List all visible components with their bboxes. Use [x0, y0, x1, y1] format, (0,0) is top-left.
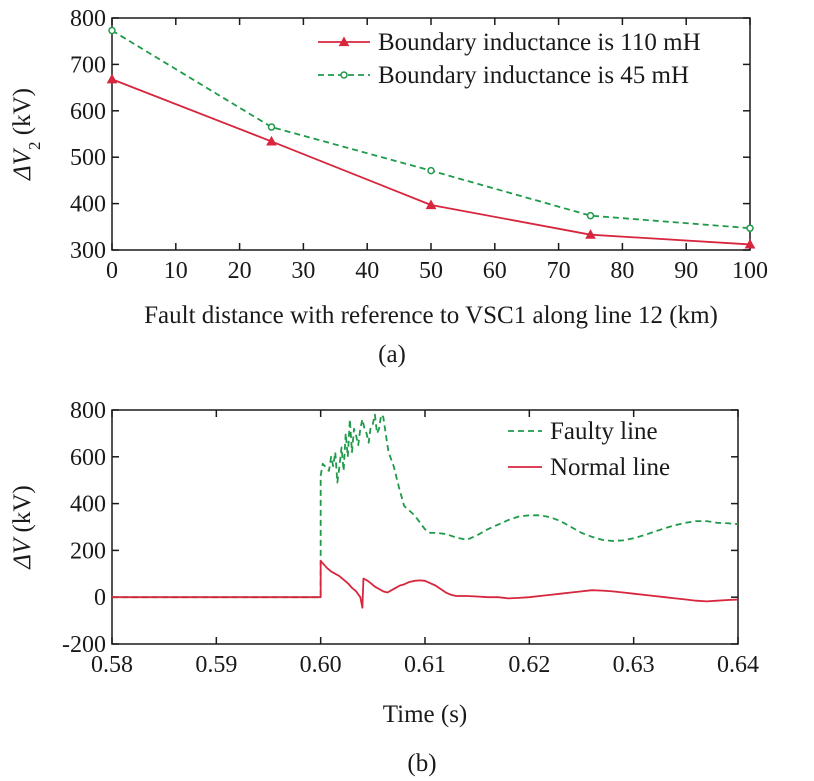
x-tick-label: 0.63 — [613, 652, 655, 678]
panel-label-a: (a) — [378, 341, 406, 368]
plot-frame-b — [111, 409, 739, 645]
x-tick-label: 60 — [483, 258, 507, 284]
x-tick-label: 10 — [164, 258, 188, 284]
data-point — [425, 199, 437, 210]
legend-marker — [340, 71, 348, 79]
data-point — [108, 26, 116, 35]
x-tick-label: 0 — [106, 258, 118, 284]
y-tick-label: 500 — [70, 145, 106, 171]
y-tick-label: 300 — [70, 238, 106, 264]
y-tick-label: 400 — [70, 492, 106, 518]
legend-label: Boundary inductance is 45 mH — [378, 62, 689, 89]
data-point — [585, 229, 596, 239]
x-tick-label: 70 — [547, 258, 571, 284]
x-tick-label: 100 — [732, 258, 768, 284]
y-axis-label-b: ΔV (kV) — [9, 485, 36, 569]
data-point — [266, 135, 277, 146]
legend-label: Normal line — [550, 454, 670, 481]
y-tick-label: 600 — [70, 99, 106, 125]
x-tick-label: 0.61 — [404, 652, 446, 678]
chart-panel-b: 0.58 0.59 0.60 0.61 0.62 0.63 0.64 -200 0 200 400 6… — [9, 398, 759, 777]
y-tick-label: 600 — [70, 445, 106, 471]
x-tick-label: 40 — [355, 258, 379, 284]
y-tick-label: 400 — [70, 192, 106, 218]
y-tick-label: 200 — [70, 538, 106, 564]
x-tick-label: 90 — [674, 258, 698, 284]
series-line-2 — [112, 560, 739, 609]
x-tick-label: 0.59 — [195, 652, 237, 678]
legend-marker — [338, 36, 350, 47]
series-line-1 — [111, 78, 751, 246]
data-point — [746, 224, 754, 232]
x-axis-label-a: Fault distance with reference to VSC1 al… — [144, 302, 718, 329]
x-tick-label: 0.64 — [717, 652, 759, 678]
y-tick-label: 0 — [94, 585, 106, 611]
legend-a: Boundary inductance is 110 mH Boundary in… — [318, 29, 701, 89]
legend-label: Boundary inductance is 110 mH — [378, 29, 701, 56]
x-axis-label-b: Time (s) — [383, 701, 468, 728]
y-tick-label: 800 — [70, 398, 106, 424]
x-tick-label: 0.62 — [508, 652, 550, 678]
x-tick-label: 20 — [228, 258, 252, 284]
x-tick-label: 0.58 — [91, 652, 133, 678]
chart-panel-a: 0 10 20 30 40 50 60 70 80 90 100 300 400 500 600 700 800… — [9, 6, 768, 368]
data-point — [106, 73, 118, 84]
series-line-1 — [112, 413, 739, 599]
y-tick-label: 700 — [70, 52, 106, 78]
data-point — [744, 238, 756, 249]
x-tick-label: 50 — [419, 258, 443, 284]
data-point — [427, 166, 435, 175]
legend-b: Faulty line Normal line — [508, 418, 670, 481]
y-tick-label: -200 — [62, 632, 106, 658]
data-point — [586, 211, 595, 220]
data-point — [267, 123, 276, 131]
x-tick-label: 30 — [291, 258, 315, 284]
x-tick-label: 0.60 — [300, 652, 342, 678]
legend-label: Faulty line — [550, 418, 658, 445]
y-axis-label-a: ΔV2 (kV) — [9, 88, 44, 181]
x-tick-label: 80 — [610, 258, 634, 284]
y-tick-label: 800 — [70, 6, 106, 32]
panel-label-b: (b) — [407, 750, 436, 777]
series-line-2 — [111, 29, 751, 230]
